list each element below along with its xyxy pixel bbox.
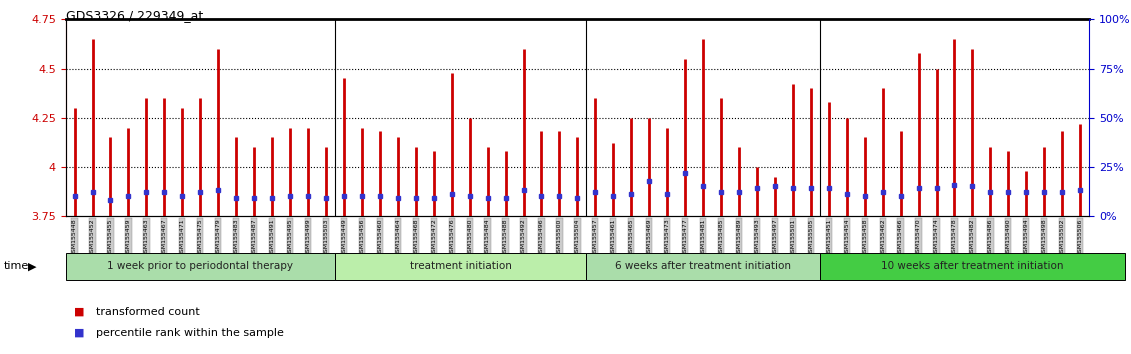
Text: percentile rank within the sample: percentile rank within the sample xyxy=(96,328,284,338)
Text: 6 weeks after treatment initiation: 6 weeks after treatment initiation xyxy=(615,261,791,272)
Bar xyxy=(66,253,335,280)
Text: ■: ■ xyxy=(74,307,84,316)
Bar xyxy=(335,253,586,280)
Text: ■: ■ xyxy=(74,328,84,338)
Bar xyxy=(586,253,820,280)
Text: ▶: ▶ xyxy=(28,261,37,271)
Text: 1 week prior to periodontal therapy: 1 week prior to periodontal therapy xyxy=(107,261,293,272)
Text: GDS3326 / 229349_at: GDS3326 / 229349_at xyxy=(66,9,202,22)
Text: 10 weeks after treatment initiation: 10 weeks after treatment initiation xyxy=(881,261,1063,272)
Text: transformed count: transformed count xyxy=(96,307,200,316)
Bar xyxy=(820,253,1125,280)
Text: time: time xyxy=(3,261,28,271)
Text: treatment initiation: treatment initiation xyxy=(409,261,511,272)
